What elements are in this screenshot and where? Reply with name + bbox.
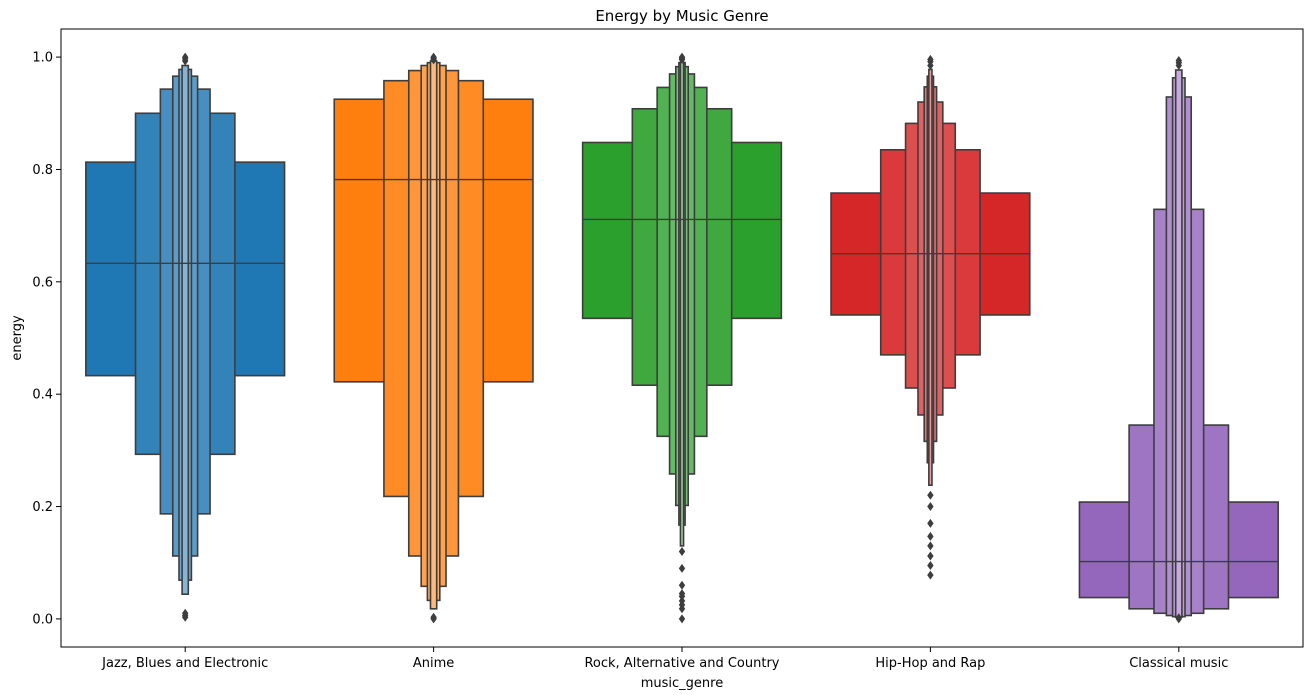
outlier-point [927, 541, 934, 551]
outlier-point [430, 612, 437, 622]
outlier-point [927, 570, 934, 580]
y-tick-label: 1.0 [32, 51, 53, 66]
x-tick-label-jazz-blues-and-electronic: Jazz, Blues and Electronic [101, 656, 268, 671]
outlier-point [678, 614, 686, 624]
outlier-point [182, 608, 189, 618]
boxen-classical-music [1078, 55, 1279, 624]
outlier-point [927, 561, 934, 571]
y-tick-label: 0.8 [32, 163, 53, 178]
boxen-rock-alternative-and-country [581, 52, 783, 624]
boxen-jazz-blues-and-electronic [85, 52, 286, 622]
boxen-box-level-6 [181, 64, 190, 595]
y-tick-label: 0.6 [32, 275, 53, 290]
x-axis: Jazz, Blues and Electronic Anime Rock, Alt… [101, 647, 1228, 671]
outlier-point [927, 54, 934, 64]
boxen-hip-hop-and-rap [830, 54, 1031, 580]
y-tick-label: 0.2 [32, 500, 53, 515]
outlier-point [927, 518, 934, 528]
outlier-point [430, 52, 437, 62]
boxen-box-level-7 [679, 59, 685, 547]
y-tick-label: 0.0 [32, 612, 53, 627]
outlier-point [1175, 613, 1182, 623]
outlier-point [678, 563, 686, 573]
y-tick-label: 0.4 [32, 388, 53, 403]
x-axis-label: music_genre [641, 676, 723, 691]
outlier-point [927, 551, 934, 561]
x-tick-label-hip-hop-and-rap: Hip-Hop and Rap [875, 656, 985, 671]
x-tick-label-classical-music: Classical music [1129, 656, 1228, 671]
plot-area [85, 52, 1279, 624]
outlier-point [678, 589, 686, 599]
boxen-anime [333, 52, 534, 624]
outlier-point [678, 546, 686, 556]
chart-title: Energy by Music Genre [595, 7, 768, 25]
outlier-point [182, 52, 189, 62]
outlier-point [927, 490, 934, 500]
boxen-box-level-7 [928, 68, 933, 486]
x-tick-label-rock-alternative-and-country: Rock, Alternative and Country [584, 656, 779, 671]
outlier-point [927, 531, 934, 541]
boxen-box-level-6 [1174, 69, 1183, 619]
y-axis-label: energy [10, 315, 25, 361]
outlier-point [927, 502, 934, 512]
y-axis: 0.0 0.2 0.4 0.6 0.8 1.0 [32, 51, 61, 627]
outlier-point [678, 52, 686, 62]
x-tick-label-anime: Anime [413, 656, 454, 671]
boxen-box-level-6 [429, 60, 438, 610]
outlier-point [1175, 55, 1182, 65]
outlier-point [678, 580, 686, 590]
